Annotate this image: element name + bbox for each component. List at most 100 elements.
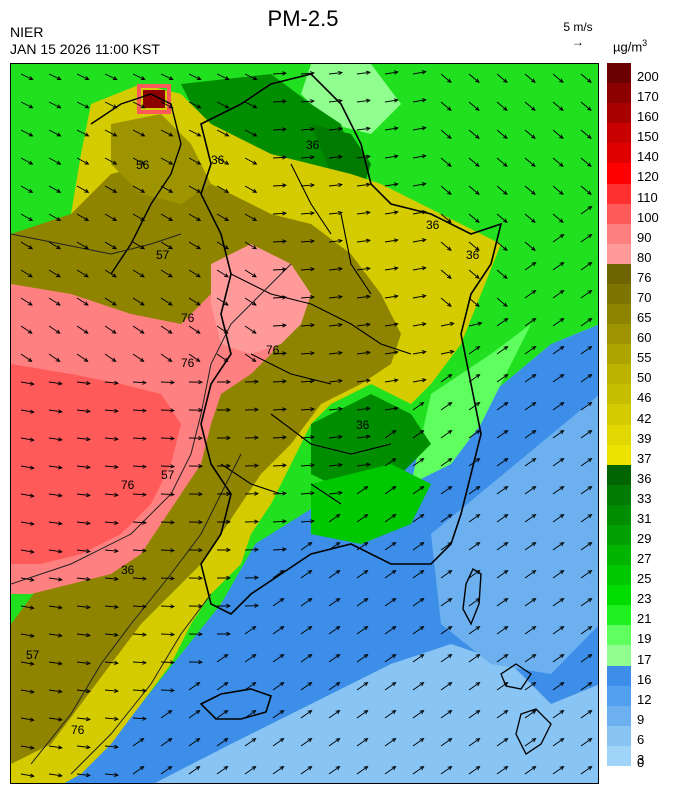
wind-arrow-icon: [188, 604, 204, 609]
wind-arrow-icon: [496, 429, 509, 439]
wind-arrow-icon: [580, 373, 593, 383]
wind-arrow-icon: [160, 73, 174, 81]
wind-arrow-icon: [104, 688, 119, 694]
wind-arrow-icon: [496, 681, 509, 691]
wind-arrow-icon: [132, 297, 145, 306]
wind-arrow-icon: [104, 548, 119, 554]
wind-arrow-icon: [104, 408, 119, 414]
wind-arrow-icon: [440, 157, 452, 168]
wind-arrow-icon: [104, 744, 119, 750]
legend-swatch: [607, 424, 631, 446]
wind-arrow-icon: [552, 233, 565, 243]
wind-arrow-icon: [412, 653, 425, 663]
wind-arrow-icon: [132, 73, 146, 81]
wind-arrow-icon: [48, 661, 63, 666]
legend-level-label: 37: [637, 450, 652, 466]
wind-arrow-icon: [328, 98, 343, 104]
wind-arrow-icon: [412, 457, 425, 467]
wind-arrow-icon: [496, 653, 509, 663]
wind-arrow-icon: [244, 737, 257, 747]
wind-arrow-icon: [48, 577, 63, 582]
wind-arrow-icon: [384, 238, 399, 243]
wind-arrow-icon: [356, 597, 369, 607]
wind-arrow-icon: [244, 435, 260, 440]
wind-arrow-icon: [244, 129, 258, 137]
wind-arrow-icon: [300, 183, 315, 188]
wind-arrow-icon: [76, 241, 90, 250]
legend-level-label: 31: [637, 510, 652, 526]
wind-arrow-icon: [160, 709, 173, 719]
wind-arrow-icon: [20, 129, 34, 137]
wind-arrow-icon: [328, 434, 343, 440]
wind-arrow-icon: [440, 541, 453, 551]
legend-swatch: [607, 685, 631, 707]
wind-arrow-icon: [412, 625, 425, 635]
wind-arrow-icon: [552, 401, 565, 411]
legend-level-label: 27: [637, 551, 652, 567]
wind-arrow-icon: [76, 772, 91, 778]
wind-arrow-icon: [216, 185, 230, 193]
wind-arrow-icon: [160, 765, 173, 775]
wind-arrow-icon: [48, 185, 62, 193]
wind-arrow-icon: [328, 541, 341, 551]
legend-level-label: 76: [637, 269, 652, 285]
wind-arrow-icon: [328, 597, 341, 607]
wind-arrow-icon: [328, 238, 343, 244]
wind-arrow-icon: [132, 380, 148, 385]
wind-arrow-icon: [132, 269, 145, 278]
wind-arrow-icon: [132, 353, 145, 362]
wind-arrow-icon: [216, 379, 232, 385]
wind-arrow-icon: [496, 297, 508, 308]
wind-arrow-icon: [524, 289, 537, 299]
legend-swatch: [607, 344, 631, 365]
wind-arrow-icon: [48, 773, 63, 778]
wind-scale-reference: 5 m/s →: [548, 20, 608, 48]
wind-arrow-icon: [188, 241, 202, 250]
wind-arrow-icon: [132, 737, 145, 747]
wind-arrow-icon: [468, 429, 481, 439]
wind-arrow-icon: [552, 317, 565, 327]
legend-level-label: 160: [637, 109, 659, 125]
hotspot-marker-outer: [137, 84, 171, 114]
wind-arrow-icon: [552, 345, 565, 355]
legend-level-label: 120: [637, 169, 659, 185]
wind-arrow-icon: [496, 185, 508, 196]
wind-arrow-icon: [132, 688, 148, 693]
wind-arrow-icon: [20, 101, 34, 109]
wind-arrow-icon: [76, 325, 89, 334]
wind-arrow-icon: [496, 373, 509, 383]
legend-level-label: 150: [637, 129, 659, 145]
wind-arrow-icon: [412, 681, 425, 691]
legend-swatch: [607, 103, 631, 124]
wind-arrow-icon: [244, 575, 260, 580]
wind-arrow-icon: [412, 98, 427, 103]
wind-arrow-icon: [132, 408, 148, 413]
wind-arrow-icon: [412, 485, 425, 495]
wind-arrow-icon: [272, 737, 285, 747]
wind-arrow-icon: [20, 717, 35, 722]
wind-arrow-icon: [216, 73, 230, 81]
wind-arrow-icon: [244, 491, 260, 496]
wind-arrow-icon: [384, 569, 397, 579]
wind-arrow-icon: [384, 485, 397, 495]
wind-arrow-icon: [216, 765, 229, 775]
organization-label: NIER: [10, 24, 44, 40]
wind-arrow-icon: [328, 266, 343, 272]
legend-level-label: 3: [637, 751, 645, 767]
wind-arrow-icon: [188, 129, 202, 137]
wind-arrow-icon: [300, 211, 315, 216]
wind-arrow-icon: [552, 101, 564, 112]
wind-arrow-icon: [244, 157, 258, 165]
wind-arrow-icon: [412, 429, 425, 439]
legend-level-label: 60: [637, 330, 652, 346]
wind-arrow-icon: [552, 429, 565, 439]
wind-arrow-icon: [300, 323, 315, 328]
wind-arrow-icon: [160, 185, 174, 193]
legend-level-label: 65: [637, 310, 652, 326]
wind-arrow-icon: [244, 379, 260, 384]
wind-arrow-icon: [580, 681, 593, 691]
wind-arrow-icon: [356, 681, 369, 691]
wind-arrow-icon: [272, 323, 288, 328]
wind-arrow-icon: [244, 519, 260, 524]
wind-arrow-icon: [580, 185, 592, 196]
